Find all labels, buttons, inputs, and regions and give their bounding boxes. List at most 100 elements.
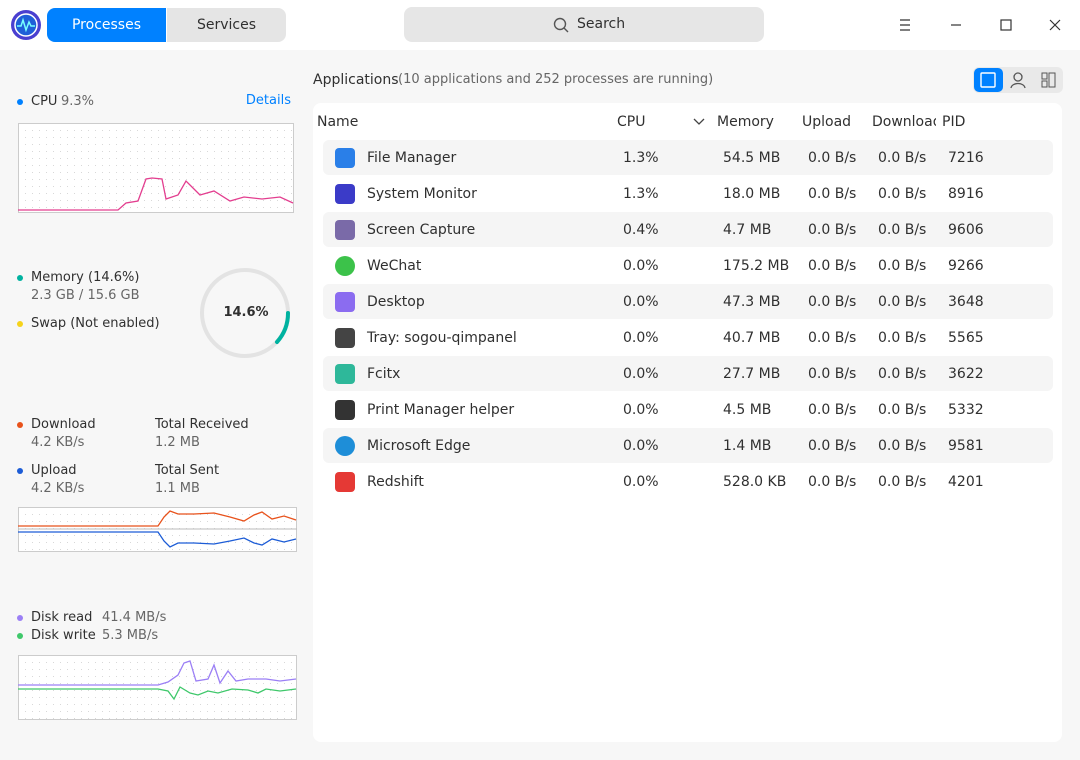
process-cell: 3622 (948, 366, 984, 382)
process-cell: 8916 (948, 186, 984, 202)
process-cell: 0.0% (623, 258, 659, 274)
column-header[interactable]: Memory (717, 114, 774, 130)
process-name: Tray: sogou-qimpanel (367, 330, 517, 346)
app-icon (335, 220, 355, 240)
total-sent-label: Total Sent (155, 463, 220, 478)
process-cell: 0.0 B/s (808, 222, 857, 238)
process-row[interactable]: System Monitor 1.3% 18.0 MB 0.0 B/s 0.0 B/s 8… (323, 176, 1053, 211)
view-toggle[interactable] (972, 66, 1064, 94)
process-cell: 0.0 B/s (808, 402, 857, 418)
memory-usage: 2.3 GB / 15.6 GB (31, 288, 140, 303)
process-name: WeChat (367, 258, 422, 274)
disk-write-label: Disk write (31, 628, 96, 643)
process-cell: 0.0 B/s (878, 222, 927, 238)
table-subtitle: (10 applications and 252 processes are r… (398, 72, 714, 87)
process-cell: 0.0 B/s (878, 186, 927, 202)
total-received-label: Total Received (155, 417, 249, 432)
tab-services[interactable]: Services (167, 8, 286, 42)
process-cell: 0.0% (623, 366, 659, 382)
memory-label: Memory (14.6%) (31, 270, 140, 285)
app-icon (335, 436, 355, 456)
process-cell: 3648 (948, 294, 984, 310)
cpu-graph (18, 123, 294, 213)
process-cell: 9606 (948, 222, 984, 238)
process-row[interactable]: Fcitx 0.0% 27.7 MB 0.0 B/s 0.0 B/s 3622 (323, 356, 1053, 391)
process-cell: 528.0 KB (723, 474, 787, 490)
process-cell: 0.0 B/s (878, 366, 927, 382)
process-row[interactable]: Tray: sogou-qimpanel 0.0% 40.7 MB 0.0 B/s 0.… (323, 320, 1053, 355)
process-name: Print Manager helper (367, 402, 515, 418)
process-name: Redshift (367, 474, 424, 490)
upload-value: 4.2 KB/s (31, 481, 85, 496)
app-logo (11, 10, 41, 40)
total-sent-value: 1.1 MB (155, 481, 200, 496)
process-cell: 0.0% (623, 402, 659, 418)
process-row[interactable]: Desktop 0.0% 47.3 MB 0.0 B/s 0.0 B/s 3648 (323, 284, 1053, 319)
tab-processes[interactable]: Processes (47, 8, 166, 42)
column-header[interactable]: Download (872, 114, 936, 130)
process-cell: 0.0 B/s (808, 366, 857, 382)
disk-write-dot (17, 633, 23, 639)
process-cell: 54.5 MB (723, 150, 781, 166)
process-cell: 9266 (948, 258, 984, 274)
process-row[interactable]: Screen Capture 0.4% 4.7 MB 0.0 B/s 0.0 B/s 96… (323, 212, 1053, 247)
search-box[interactable]: Search (404, 7, 764, 42)
process-name: Microsoft Edge (367, 438, 471, 454)
process-cell: 40.7 MB (723, 330, 781, 346)
process-name: Screen Capture (367, 222, 476, 238)
column-header[interactable]: CPU (617, 114, 646, 130)
disk-graph (18, 655, 297, 720)
process-cell: 9581 (948, 438, 984, 454)
memory-ring (200, 268, 291, 358)
process-cell: 0.0% (623, 330, 659, 346)
process-row[interactable]: Redshift 0.0% 528.0 KB 0.0 B/s 0.0 B/s 4201 (323, 464, 1053, 499)
process-name: Desktop (367, 294, 425, 310)
column-header[interactable]: Name (317, 114, 359, 130)
process-cell: 1.3% (623, 186, 659, 202)
process-cell: 0.0 B/s (878, 402, 927, 418)
memory-ring-label: 14.6% (223, 305, 269, 320)
process-cell: 0.0 B/s (878, 330, 927, 346)
app-icon (335, 256, 355, 276)
sort-indicator (693, 118, 705, 125)
cpu-dot (17, 99, 23, 105)
process-name: Fcitx (367, 366, 401, 382)
total-received-value: 1.2 MB (155, 435, 200, 450)
app-icon (335, 328, 355, 348)
process-cell: 0.0 B/s (808, 150, 857, 166)
disk-read-label: Disk read (31, 610, 93, 625)
process-cell: 0.0 B/s (808, 474, 857, 490)
network-graph (18, 507, 297, 552)
search-placeholder: Search (577, 16, 626, 32)
cpu-value: 9.3% (61, 94, 95, 109)
process-cell: 4.7 MB (723, 222, 772, 238)
process-row[interactable]: WeChat 0.0% 175.2 MB 0.0 B/s 0.0 B/s 9266 (323, 248, 1053, 283)
search-icon (553, 17, 569, 33)
cpu-details-link[interactable]: Details (245, 93, 291, 108)
column-header[interactable]: PID (942, 114, 966, 130)
process-row[interactable]: Print Manager helper 0.0% 4.5 MB 0.0 B/s 0.0… (323, 392, 1053, 427)
cpu-label: CPU (31, 94, 58, 109)
process-cell: 47.3 MB (723, 294, 781, 310)
process-cell: 0.0% (623, 294, 659, 310)
memory-dot (17, 275, 23, 281)
process-row[interactable]: Microsoft Edge 0.0% 1.4 MB 0.0 B/s 0.0 B/s 95… (323, 428, 1053, 463)
process-row[interactable]: File Manager 1.3% 54.5 MB 0.0 B/s 0.0 B/s 721… (323, 140, 1053, 175)
app-icon (335, 184, 355, 204)
disk-read-dot (17, 615, 23, 621)
process-cell: 1.4 MB (723, 438, 772, 454)
process-cell: 0.0 B/s (878, 438, 927, 454)
column-header[interactable]: Upload (802, 114, 852, 130)
download-label: Download (31, 417, 96, 432)
process-cell: 0.0 B/s (808, 186, 857, 202)
process-cell: 7216 (948, 150, 984, 166)
process-cell: 18.0 MB (723, 186, 781, 202)
process-cell: 4201 (948, 474, 984, 490)
app-icon (335, 148, 355, 168)
window-controls[interactable] (890, 10, 1070, 40)
process-cell: 0.0 B/s (878, 294, 927, 310)
process-cell: 0.0 B/s (878, 258, 927, 274)
process-table: Name CPU Memory Upload Download PID File Manag… (313, 103, 1062, 742)
swap-dot (17, 321, 23, 327)
